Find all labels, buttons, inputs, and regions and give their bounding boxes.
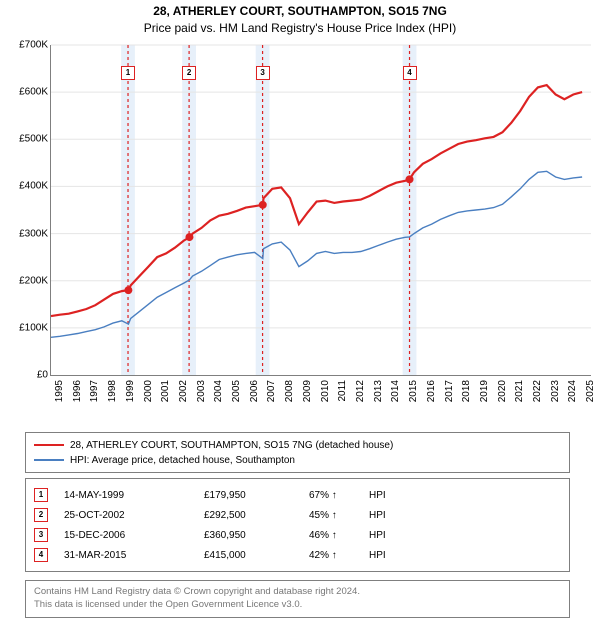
sale-hpi-label: HPI [369, 530, 386, 541]
y-axis-label: £600K [2, 87, 48, 98]
x-axis-label: 2009 [302, 380, 313, 410]
sale-row: 3 15-DEC-2006£360,95046% ↑HPI [34, 525, 561, 545]
sale-date: 15-DEC-2006 [64, 530, 204, 541]
x-axis-label: 2016 [426, 380, 437, 410]
x-axis-label: 1996 [72, 380, 83, 410]
x-axis-label: 2024 [567, 380, 578, 410]
x-axis-label: 2001 [160, 380, 171, 410]
chart-plot-area: 1 2 3 4 [50, 45, 591, 376]
y-axis-label: £0 [2, 370, 48, 381]
x-axis-label: 2018 [461, 380, 472, 410]
x-axis-label: 2021 [514, 380, 525, 410]
title-text: 28, ATHERLEY COURT, SOUTHAMPTON, SO15 7N… [153, 4, 447, 18]
y-axis-label: £300K [2, 228, 48, 239]
footer-licence: Contains HM Land Registry data © Crown c… [25, 580, 570, 618]
x-axis-label: 1997 [89, 380, 100, 410]
x-axis-label: 2006 [249, 380, 260, 410]
sale-row: 4 31-MAR-2015£415,00042% ↑HPI [34, 545, 561, 565]
sale-index: 3 [34, 528, 48, 542]
sale-price: £415,000 [204, 550, 309, 561]
y-axis-label: £700K [2, 40, 48, 51]
x-axis-label: 2013 [373, 380, 384, 410]
y-axis-label: £100K [2, 322, 48, 333]
sale-index: 4 [34, 548, 48, 562]
sale-row: 1 14-MAY-1999£179,95067% ↑HPI [34, 485, 561, 505]
sale-marker: 4 [403, 66, 417, 80]
x-axis-label: 2004 [213, 380, 224, 410]
sale-marker: 3 [256, 66, 270, 80]
x-axis-label: 1998 [107, 380, 118, 410]
x-axis-label: 2012 [355, 380, 366, 410]
y-axis-label: £500K [2, 134, 48, 145]
sale-pct: 45% ↑ [309, 510, 369, 521]
sale-pct: 42% ↑ [309, 550, 369, 561]
legend-label-2: HPI: Average price, detached house, Sout… [70, 455, 295, 466]
sale-hpi-label: HPI [369, 490, 386, 501]
sale-hpi-label: HPI [369, 550, 386, 561]
sale-price: £292,500 [204, 510, 309, 521]
sale-index: 1 [34, 488, 48, 502]
x-axis-label: 2023 [550, 380, 561, 410]
subtitle-text: Price paid vs. HM Land Registry's House … [0, 21, 600, 37]
x-axis-label: 2022 [532, 380, 543, 410]
x-axis-label: 2017 [444, 380, 455, 410]
x-axis-label: 1999 [125, 380, 136, 410]
sales-table: 114-MAY-1999£179,95067% ↑HPI225-OCT-2002… [25, 478, 570, 572]
sale-row: 2 25-OCT-2002£292,50045% ↑HPI [34, 505, 561, 525]
sale-pct: 46% ↑ [309, 530, 369, 541]
x-axis-label: 2015 [408, 380, 419, 410]
legend-label-1: 28, ATHERLEY COURT, SOUTHAMPTON, SO15 7N… [70, 440, 393, 451]
x-axis-label: 2010 [320, 380, 331, 410]
x-axis-label: 2011 [337, 380, 348, 410]
x-axis-label: 2025 [585, 380, 596, 410]
sale-hpi-label: HPI [369, 510, 386, 521]
x-axis-label: 2005 [231, 380, 242, 410]
x-axis-label: 2000 [143, 380, 154, 410]
chart-legend: 28, ATHERLEY COURT, SOUTHAMPTON, SO15 7N… [25, 432, 570, 473]
chart-title: 28, ATHERLEY COURT, SOUTHAMPTON, SO15 7N… [0, 4, 600, 36]
sale-index: 2 [34, 508, 48, 522]
x-axis-label: 2014 [390, 380, 401, 410]
sale-date: 31-MAR-2015 [64, 550, 204, 561]
x-axis-label: 2019 [479, 380, 490, 410]
x-axis-label: 2020 [497, 380, 508, 410]
x-axis-label: 2007 [266, 380, 277, 410]
footer-line-2: This data is licensed under the Open Gov… [34, 599, 302, 610]
sale-marker: 2 [182, 66, 196, 80]
x-axis-label: 2008 [284, 380, 295, 410]
legend-item-1: 28, ATHERLEY COURT, SOUTHAMPTON, SO15 7N… [34, 438, 561, 453]
chart-svg [51, 45, 591, 375]
y-axis-label: £200K [2, 275, 48, 286]
x-axis-label: 2002 [178, 380, 189, 410]
sale-date: 14-MAY-1999 [64, 490, 204, 501]
x-axis-label: 1995 [54, 380, 65, 410]
sale-marker: 1 [121, 66, 135, 80]
y-axis-label: £400K [2, 181, 48, 192]
legend-item-2: HPI: Average price, detached house, Sout… [34, 453, 561, 468]
sale-date: 25-OCT-2002 [64, 510, 204, 521]
sale-price: £360,950 [204, 530, 309, 541]
sale-pct: 67% ↑ [309, 490, 369, 501]
sale-price: £179,950 [204, 490, 309, 501]
x-axis-label: 2003 [196, 380, 207, 410]
footer-line-1: Contains HM Land Registry data © Crown c… [34, 586, 360, 597]
